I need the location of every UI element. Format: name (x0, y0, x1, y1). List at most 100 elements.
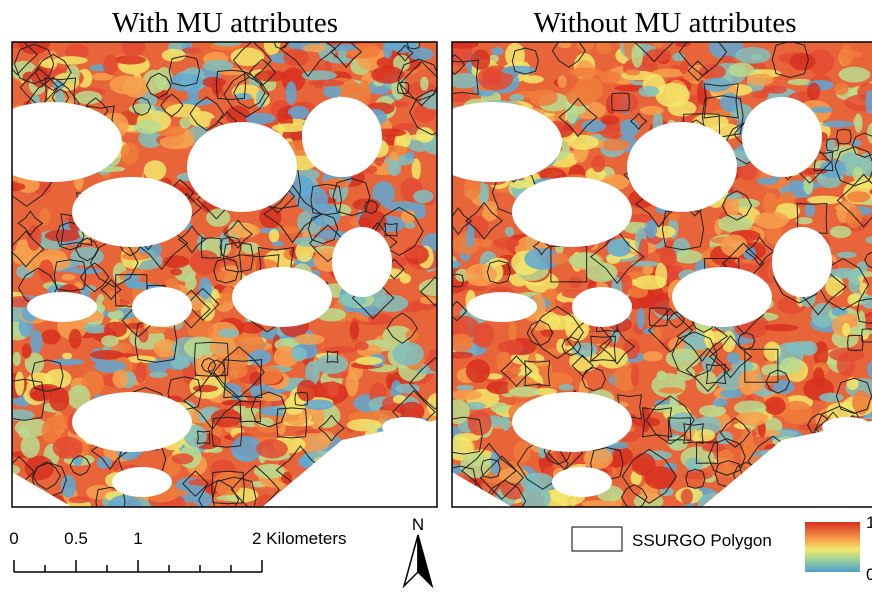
raster-patch (655, 83, 689, 108)
panel-title: Without MU attributes (533, 7, 796, 39)
raster-patch (447, 92, 470, 102)
raster-patch (625, 69, 640, 76)
raster-patch (283, 49, 309, 67)
raster-patch (754, 212, 788, 229)
raster-patch (569, 68, 602, 77)
raster-patch (631, 44, 642, 68)
raster-patch (15, 371, 24, 395)
raster-patch (830, 226, 852, 238)
raster-patch (599, 71, 621, 84)
raster-patch (596, 41, 611, 54)
raster-patch (254, 464, 285, 479)
raster-patch (822, 121, 854, 128)
raster-patch (718, 215, 753, 233)
raster-patch (241, 242, 260, 254)
no-data-area (72, 177, 192, 247)
raster-patch (752, 90, 768, 98)
raster-patch (747, 74, 774, 86)
raster-patch (387, 160, 401, 176)
scale-label: 2 Kilometers (252, 529, 346, 548)
raster-patch (643, 351, 663, 361)
raster-patch (807, 196, 843, 205)
raster-patch (566, 86, 596, 106)
raster-patch (780, 357, 803, 374)
raster-patch (529, 89, 557, 106)
raster-patch (61, 475, 76, 498)
no-data-area (332, 227, 392, 297)
no-data-area (132, 287, 192, 327)
north-arrow (418, 535, 432, 586)
raster-patch (800, 341, 817, 356)
no-data-area (512, 392, 632, 452)
raster-patch (601, 115, 620, 125)
no-data-area (672, 267, 772, 327)
raster-patch (451, 390, 482, 401)
raster-patch (163, 255, 189, 268)
raster-patch (210, 337, 236, 357)
scale-bar (14, 560, 262, 572)
raster-patch (393, 342, 424, 366)
raster-patch (619, 119, 639, 137)
raster-patch (803, 176, 813, 194)
raster-patch (490, 258, 508, 266)
raster-patch (591, 155, 605, 172)
no-data-area (512, 177, 632, 247)
raster-patch (214, 39, 242, 46)
raster-patch (465, 285, 487, 291)
raster-patch (685, 458, 702, 471)
raster-patch (632, 453, 656, 476)
raster-patch (805, 203, 815, 217)
raster-patch (413, 190, 434, 203)
raster-patch (834, 83, 848, 96)
raster-patch (466, 359, 490, 383)
raster-patch (449, 73, 479, 89)
raster-patch (634, 275, 667, 290)
raster-patch (645, 49, 671, 62)
raster-patch (286, 81, 297, 104)
north-label: N (412, 515, 424, 534)
raster-patch (323, 85, 341, 98)
raster-patch (445, 399, 469, 424)
raster-patch (837, 352, 856, 377)
raster-patch (837, 252, 857, 259)
raster-patch (720, 389, 742, 399)
raster-patch (297, 380, 317, 402)
raster-patch (69, 496, 90, 503)
raster-patch (613, 442, 628, 449)
raster-patch (479, 239, 492, 248)
raster-patch (559, 384, 574, 390)
no-data-area (112, 467, 172, 497)
raster-patch (121, 143, 139, 165)
raster-patch (854, 113, 862, 132)
gradient-label: 1 (866, 513, 872, 532)
raster-patch (21, 435, 40, 458)
raster-patch (350, 321, 360, 339)
raster-patch (695, 429, 715, 441)
raster-patch (309, 80, 344, 87)
raster-patch (315, 355, 348, 374)
raster-patch (660, 247, 677, 266)
raster-patch (735, 47, 771, 64)
raster-patch (766, 86, 787, 94)
raster-patch (231, 224, 261, 238)
raster-patch (391, 101, 408, 107)
raster-patch (190, 250, 220, 275)
raster-patch (811, 106, 833, 113)
raster-patch (523, 75, 544, 83)
raster-patch (819, 393, 843, 402)
raster-patch (764, 397, 786, 415)
raster-patch (713, 398, 728, 407)
raster-patch (659, 387, 683, 393)
raster-patch (581, 500, 615, 507)
raster-patch (465, 264, 497, 287)
gradient-label: 0 (866, 565, 872, 584)
raster-patch (813, 367, 825, 388)
raster-patch (172, 453, 194, 464)
raster-patch (653, 327, 661, 342)
raster-patch (355, 341, 369, 350)
raster-patch (420, 77, 429, 91)
raster-patch (736, 411, 769, 425)
raster-patch (115, 55, 146, 64)
raster-patch (657, 371, 667, 381)
raster-patch (839, 67, 871, 83)
